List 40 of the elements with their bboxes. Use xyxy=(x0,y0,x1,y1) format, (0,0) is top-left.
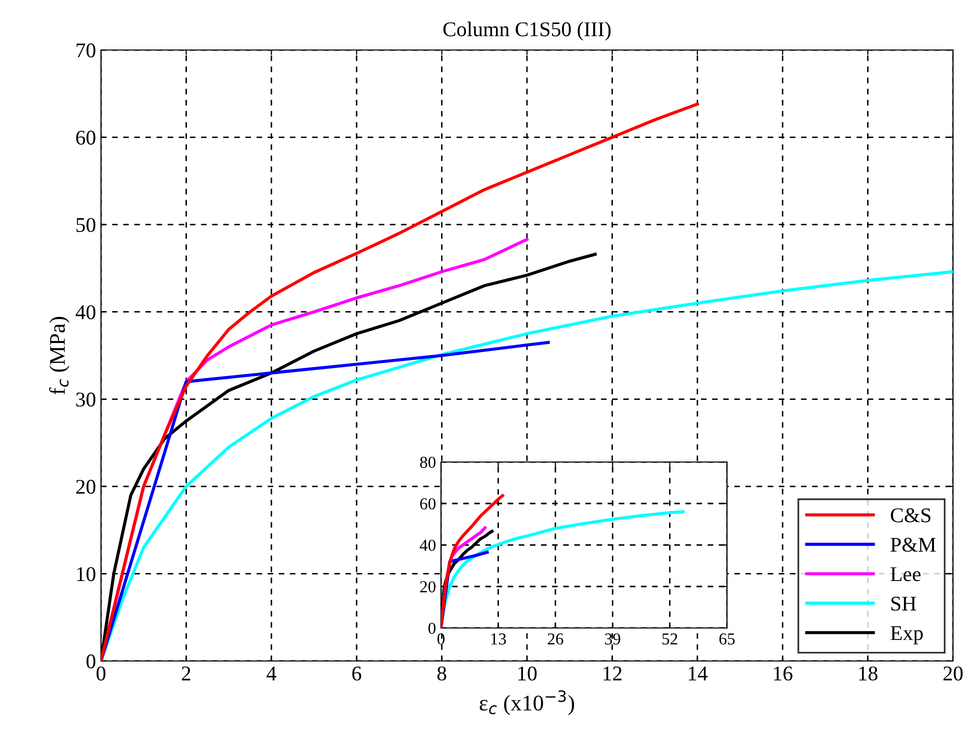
y-tick-label: 80 xyxy=(420,456,436,468)
x-tick-label: 4 xyxy=(266,666,276,680)
line-series xyxy=(441,494,504,628)
x-tick-label: 2 xyxy=(182,666,190,680)
y-tick-label: 20 xyxy=(420,581,436,592)
x-tick-label: 13 xyxy=(491,633,506,645)
legend-label: Lee xyxy=(890,567,921,582)
legend-label: C&S xyxy=(890,508,930,522)
x-tick-label: 0 xyxy=(437,633,445,645)
y-tick-label: 0 xyxy=(86,654,96,668)
x-tick-label: 65 xyxy=(719,633,735,645)
x-tick-label: 18 xyxy=(859,666,878,681)
legend-label: P&M xyxy=(890,538,936,552)
y-tick-label: 40 xyxy=(420,540,436,551)
y-tick-label: 60 xyxy=(420,498,436,510)
x-tick-label: 10 xyxy=(518,666,537,681)
y-tick-label: 60 xyxy=(76,130,96,145)
line-series xyxy=(101,102,699,661)
x-axis-title: ε$_{c}$ (x10$^{−3}$) xyxy=(480,690,574,716)
chart-title: Column C1S50 (III) xyxy=(443,22,611,41)
y-axis-title: f$_{c}$ (MPa) xyxy=(49,316,70,394)
x-tick-label: 39 xyxy=(605,633,620,645)
y-tick-label: 30 xyxy=(76,392,96,407)
x-tick-label: 26 xyxy=(548,633,564,645)
x-tick-label: 52 xyxy=(662,633,678,645)
x-tick-label: 12 xyxy=(604,666,622,680)
legend-label: Exp xyxy=(890,626,923,644)
x-tick-label: 6 xyxy=(352,666,362,681)
y-tick-label: 10 xyxy=(77,567,96,582)
x-tick-label: 0 xyxy=(96,666,106,681)
y-tick-label: 50 xyxy=(76,218,96,232)
x-tick-label: 14 xyxy=(688,666,708,680)
x-tick-label: 8 xyxy=(437,666,446,681)
y-tick-label: 70 xyxy=(76,43,96,58)
y-tick-label: 40 xyxy=(76,305,96,320)
y-tick-label: 20 xyxy=(76,480,96,494)
x-tick-label: 16 xyxy=(774,666,792,681)
legend-label: SH xyxy=(891,596,916,611)
x-tick-label: 20 xyxy=(944,666,963,681)
y-tick-label: 0 xyxy=(428,622,436,634)
